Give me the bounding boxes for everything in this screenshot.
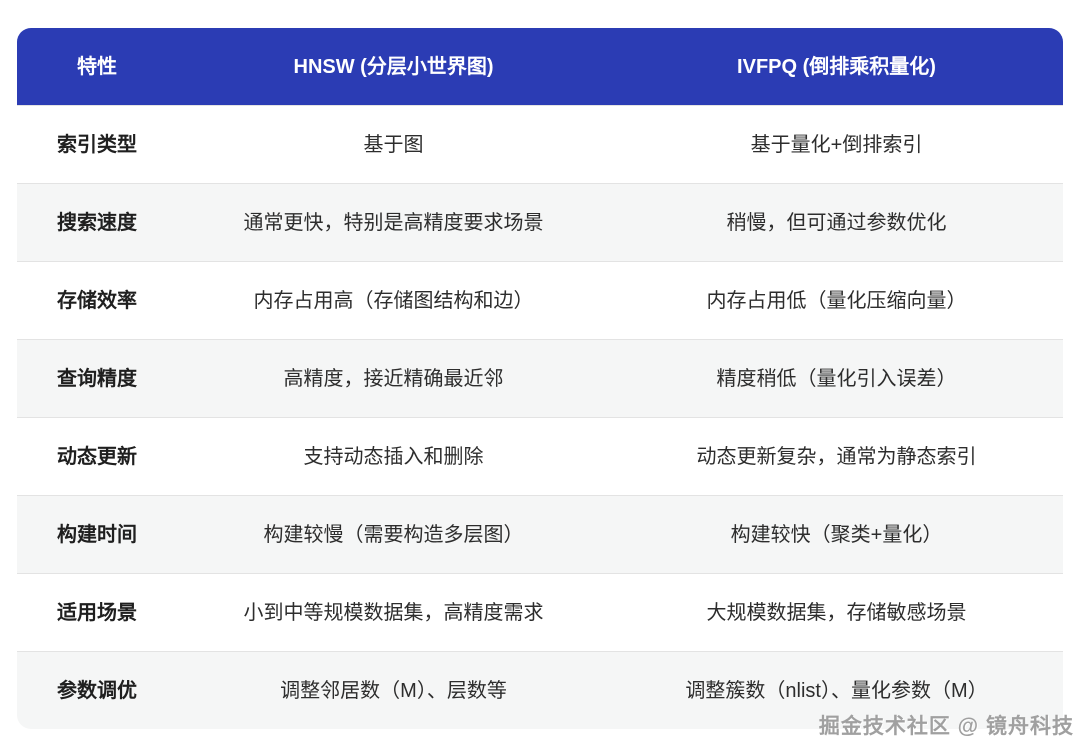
hnsw-cell: 构建较慢（需要构造多层图） bbox=[263, 523, 524, 546]
feature-cell: 查询精度 bbox=[57, 367, 137, 390]
hnsw-cell: 支持动态插入和删除 bbox=[303, 445, 484, 468]
feature-cell: 搜索速度 bbox=[57, 211, 137, 234]
table-row: 构建时间 构建较慢（需要构造多层图） 构建较快（聚类+量化） bbox=[17, 495, 1063, 573]
ivfpq-cell: 精度稍低（量化引入误差） bbox=[716, 367, 957, 390]
hnsw-cell: 调整邻居数（M）、层数等 bbox=[280, 679, 507, 702]
ivfpq-cell: 大规模数据集，存储敏感场景 bbox=[706, 601, 967, 624]
hnsw-cell: 小到中等规模数据集，高精度需求 bbox=[243, 601, 544, 624]
table-header-row: 特性 HNSW (分层小世界图) IVFPQ (倒排乘积量化) bbox=[17, 28, 1063, 105]
watermark: 掘金技术社区 @ 镜舟科技 bbox=[818, 715, 1074, 738]
feature-cell: 适用场景 bbox=[57, 601, 137, 624]
table-row: 参数调优 调整邻居数（M）、层数等 调整簇数（nlist）、量化参数（M） bbox=[17, 651, 1063, 729]
table-body: 索引类型 基于图 基于量化+倒排索引 搜索速度 通常更快，特别是高精度要求场景 … bbox=[17, 105, 1063, 729]
table-row: 查询精度 高精度，接近精确最近邻 精度稍低（量化引入误差） bbox=[17, 339, 1063, 417]
table-row: 搜索速度 通常更快，特别是高精度要求场景 稍慢，但可通过参数优化 bbox=[17, 183, 1063, 261]
comparison-table: 特性 HNSW (分层小世界图) IVFPQ (倒排乘积量化) 索引类型 基于图… bbox=[17, 28, 1063, 729]
table-row: 存储效率 内存占用高（存储图结构和边） 内存占用低（量化压缩向量） bbox=[17, 261, 1063, 339]
hnsw-cell: 基于图 bbox=[363, 133, 424, 156]
ivfpq-cell: 构建较快（聚类+量化） bbox=[730, 523, 943, 546]
ivfpq-cell: 稍慢，但可通过参数优化 bbox=[726, 211, 947, 234]
ivfpq-cell: 调整簇数（nlist）、量化参数（M） bbox=[685, 679, 988, 702]
feature-cell: 存储效率 bbox=[57, 289, 137, 312]
header-ivfpq: IVFPQ (倒排乘积量化) bbox=[737, 55, 936, 78]
header-feature: 特性 bbox=[77, 55, 117, 78]
ivfpq-cell: 内存占用低（量化压缩向量） bbox=[706, 289, 967, 312]
table-row: 适用场景 小到中等规模数据集，高精度需求 大规模数据集，存储敏感场景 bbox=[17, 573, 1063, 651]
hnsw-cell: 通常更快，特别是高精度要求场景 bbox=[243, 211, 544, 234]
feature-cell: 索引类型 bbox=[57, 133, 137, 156]
hnsw-cell: 内存占用高（存储图结构和边） bbox=[253, 289, 534, 312]
table-row: 动态更新 支持动态插入和删除 动态更新复杂，通常为静态索引 bbox=[17, 417, 1063, 495]
feature-cell: 动态更新 bbox=[57, 445, 137, 468]
feature-cell: 构建时间 bbox=[57, 523, 137, 546]
ivfpq-cell: 动态更新复杂，通常为静态索引 bbox=[696, 445, 977, 468]
hnsw-cell: 高精度，接近精确最近邻 bbox=[283, 367, 504, 390]
header-hnsw: HNSW (分层小世界图) bbox=[293, 55, 494, 78]
ivfpq-cell: 基于量化+倒排索引 bbox=[750, 133, 923, 156]
table-row: 索引类型 基于图 基于量化+倒排索引 bbox=[17, 105, 1063, 183]
feature-cell: 参数调优 bbox=[57, 679, 137, 702]
